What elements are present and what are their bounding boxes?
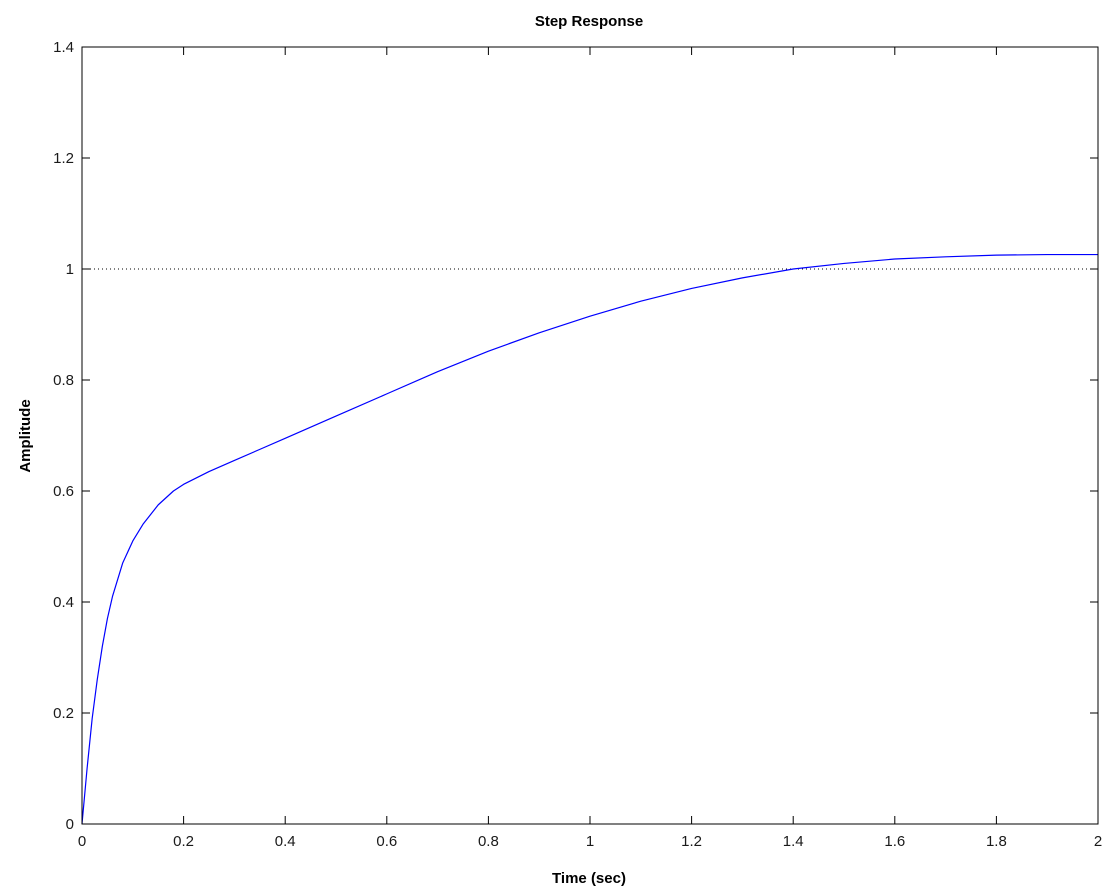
y-axis-label: Amplitude	[17, 399, 34, 472]
chart-title: Step Response	[535, 13, 643, 30]
step-response-line	[81, 253, 1098, 825]
x-tick-label: 0.8	[478, 833, 499, 850]
y-tick-label: 1	[66, 261, 74, 278]
x-tick-label: 0.6	[376, 833, 397, 850]
x-tick-label: 0	[78, 833, 86, 850]
plot-frame	[81, 46, 1099, 825]
y-tick-label: 0.4	[53, 594, 74, 611]
x-tick-label: 1.8	[986, 833, 1007, 850]
series-group	[81, 253, 1098, 825]
y-axis-ticks: 0 0.2 0.4 0.6 0.8 1 1.2 1.4	[53, 39, 1098, 833]
y-tick-label: 0.2	[53, 705, 74, 722]
y-tick-label: 0.6	[53, 483, 74, 500]
y-tick-label: 0	[66, 816, 74, 833]
x-tick-label: 1.6	[884, 833, 905, 850]
x-tick-label: 1.2	[681, 833, 702, 850]
y-tick-label: 1.2	[53, 150, 74, 167]
x-tick-label: 0.2	[173, 833, 194, 850]
x-tick-label: 2	[1094, 833, 1102, 850]
x-tick-label: 0.4	[275, 833, 296, 850]
plot-background	[82, 47, 1098, 824]
x-axis-label: Time (sec)	[552, 870, 626, 887]
x-tick-label: 1.4	[783, 833, 804, 850]
x-tick-label: 1	[586, 833, 594, 850]
x-axis-ticks: 0 0.2 0.4 0.6 0.8 1 1.2 1.4 1.6 1.8 2	[78, 47, 1102, 850]
y-tick-label: 1.4	[53, 39, 74, 56]
y-tick-label: 0.8	[53, 372, 74, 389]
